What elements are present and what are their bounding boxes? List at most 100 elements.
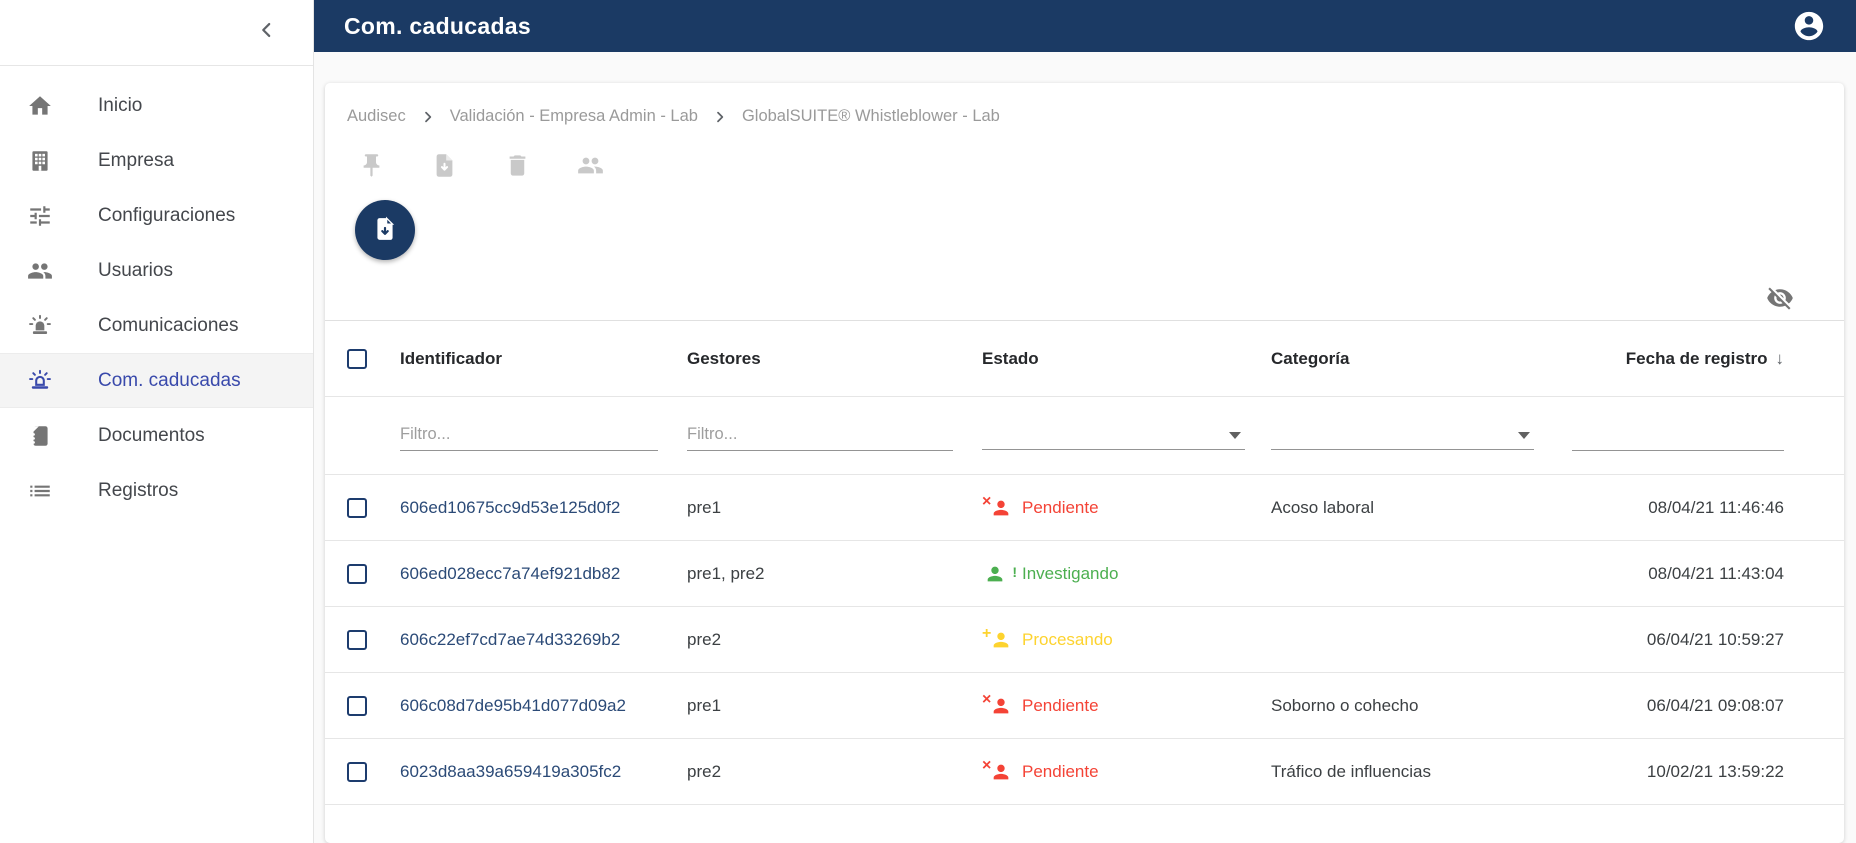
eye-off-icon <box>1766 287 1794 316</box>
status-badge-glyph <box>982 625 991 643</box>
people-icon <box>26 257 54 285</box>
sidebar-item-usuarios[interactable]: Usuarios <box>0 243 313 298</box>
communication-id-link[interactable]: 606ed028ecc7a74ef921db82 <box>400 563 621 583</box>
account-button[interactable] <box>1792 9 1826 43</box>
row-checkbox[interactable] <box>347 695 367 716</box>
filter-fecha-input[interactable] <box>1572 420 1784 451</box>
filter-identificador-input[interactable] <box>400 420 658 451</box>
communications-table: Identificador Gestores Estado Categoría … <box>325 320 1844 805</box>
fab-row <box>325 182 1844 260</box>
delete-button[interactable] <box>503 154 531 182</box>
siren-icon <box>26 312 54 340</box>
building-icon <box>26 147 54 175</box>
status-badge: Procesando <box>982 628 1261 652</box>
sidebar-item-label: Usuarios <box>98 259 173 281</box>
sidebar-item-configuraciones[interactable]: Configuraciones <box>0 188 313 243</box>
status-badge-glyph <box>982 757 991 775</box>
filter-gestores-input[interactable] <box>687 420 953 451</box>
table-row: 6023d8aa39a659419a305fc2 pre2 Pendiente … <box>325 739 1844 805</box>
column-header-estado[interactable]: Estado <box>982 348 1039 368</box>
breadcrumb-item-audisec[interactable]: Audisec <box>347 107 406 125</box>
row-checkbox[interactable] <box>347 497 367 518</box>
row-checkbox[interactable] <box>347 629 367 650</box>
page-title: Com. caducadas <box>344 12 531 39</box>
status-label: Pendiente <box>1022 497 1099 517</box>
status-badge-glyph <box>982 691 991 709</box>
pin-button[interactable] <box>357 154 385 182</box>
sidebar-item-documentos[interactable]: Documentos <box>0 408 313 463</box>
tune-icon <box>26 202 54 230</box>
fecha-cell: 06/04/21 10:59:27 <box>1646 629 1784 649</box>
sidebar-item-inicio[interactable]: Inicio <box>0 78 313 133</box>
communication-id-link[interactable]: 606c08d7de95b41d077d09a2 <box>400 695 626 715</box>
gestores-cell: pre2 <box>687 629 722 649</box>
fecha-cell: 08/04/21 11:43:04 <box>1648 563 1784 583</box>
sidebar-item-label: Registros <box>98 479 179 501</box>
communication-id-link[interactable]: 606c22ef7cd7ae74d33269b2 <box>400 629 621 649</box>
person-x-icon <box>982 694 1012 718</box>
row-checkbox[interactable] <box>347 563 367 584</box>
table-filter-row <box>325 397 1844 475</box>
gestores-cell: pre1, pre2 <box>687 563 765 583</box>
file-download-icon <box>372 216 398 245</box>
column-header-identificador[interactable]: Identificador <box>400 348 503 368</box>
breadcrumb-item-empresa[interactable]: Validación - Empresa Admin - Lab <box>449 107 698 125</box>
table-row: 606c08d7de95b41d077d09a2 pre1 Pendiente … <box>325 673 1844 739</box>
filter-estado-select[interactable] <box>982 422 1245 450</box>
person-plus-icon <box>982 628 1012 652</box>
gestores-cell: pre2 <box>687 761 722 781</box>
hide-columns-button[interactable] <box>1766 284 1794 312</box>
sidebar-collapse-button[interactable] <box>251 18 281 48</box>
breadcrumb: Audisec Validación - Empresa Admin - Lab… <box>325 83 1844 132</box>
sidebar-item-comunicaciones[interactable]: Comunicaciones <box>0 298 313 353</box>
status-badge: Pendiente <box>982 694 1261 718</box>
export-fab-button[interactable] <box>355 200 415 260</box>
sidebar-item-label: Empresa <box>98 149 175 171</box>
person-exclaim-icon <box>982 562 1012 586</box>
export-button[interactable] <box>430 154 458 182</box>
status-badge-glyph <box>982 493 991 511</box>
account-circle-icon <box>1792 11 1826 47</box>
siren-outline-icon <box>26 367 54 395</box>
sort-desc-icon[interactable]: ↓ <box>1775 348 1785 368</box>
person-x-icon <box>982 760 1012 784</box>
sidebar-item-label: Configuraciones <box>98 204 236 226</box>
column-header-fecha-label: Fecha de registro <box>1625 348 1768 368</box>
sidebar-item-label: Com. caducadas <box>98 369 241 391</box>
column-header-fecha[interactable]: Fecha de registro ↓ <box>1551 349 1844 369</box>
table-options-row <box>325 260 1844 320</box>
sidebar-item-registros[interactable]: Registros <box>0 463 313 518</box>
gestores-cell: pre1 <box>687 497 722 517</box>
fecha-cell: 06/04/21 09:08:07 <box>1646 695 1784 715</box>
sidebar-item-label: Documentos <box>98 424 205 446</box>
chevron-left-icon <box>255 19 277 46</box>
communication-id-link[interactable]: 606ed10675cc9d53e125d0f2 <box>400 497 621 517</box>
column-header-gestores[interactable]: Gestores <box>687 348 761 368</box>
column-header-categoria[interactable]: Categoría <box>1271 348 1350 368</box>
fecha-cell: 08/04/21 11:46:46 <box>1648 497 1784 517</box>
status-label: Pendiente <box>1022 695 1099 715</box>
categoria-cell: Acoso laboral <box>1271 497 1375 517</box>
filter-categoria-select[interactable] <box>1271 422 1534 450</box>
sidebar-item-com-caducadas[interactable]: Com. caducadas <box>0 353 313 408</box>
status-badge: Pendiente <box>982 496 1261 520</box>
toolbar <box>325 132 1844 182</box>
breadcrumb-item-app[interactable]: GlobalSUITE® Whistleblower - Lab <box>741 107 1000 125</box>
chevron-right-icon <box>420 109 436 125</box>
table-header-row: Identificador Gestores Estado Categoría … <box>325 321 1844 397</box>
sidebar-header <box>0 0 313 66</box>
sidebar-item-label: Comunicaciones <box>98 314 239 336</box>
categoria-cell: Tráfico de influencias <box>1271 761 1432 781</box>
table-row: 606ed10675cc9d53e125d0f2 pre1 Pendiente … <box>325 475 1844 541</box>
row-checkbox[interactable] <box>347 761 367 782</box>
communication-id-link[interactable]: 6023d8aa39a659419a305fc2 <box>400 761 622 781</box>
assign-users-button[interactable] <box>576 154 604 182</box>
dropdown-arrow-icon <box>1229 431 1241 439</box>
content-area: Audisec Validación - Empresa Admin - Lab… <box>314 52 1856 843</box>
table-row: 606ed028ecc7a74ef921db82 pre1, pre2 Inve… <box>325 541 1844 607</box>
sidebar-item-empresa[interactable]: Empresa <box>0 133 313 188</box>
select-all-checkbox[interactable] <box>347 348 367 369</box>
status-badge: Investigando <box>982 562 1261 586</box>
status-label: Pendiente <box>1022 761 1099 781</box>
